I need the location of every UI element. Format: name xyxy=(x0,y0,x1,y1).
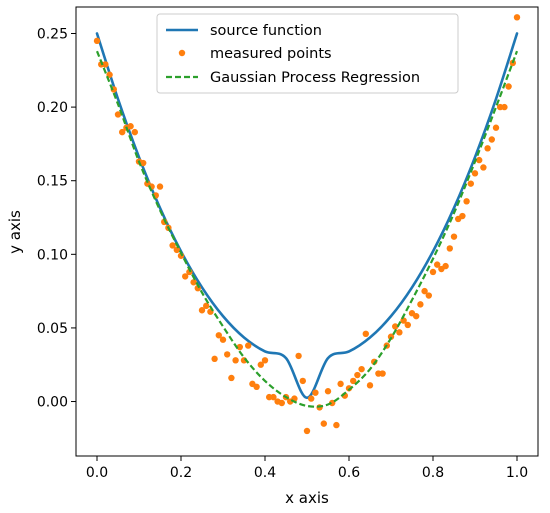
data-point-measured-points xyxy=(303,427,311,435)
data-point-measured-points xyxy=(425,292,432,299)
data-point-measured-points xyxy=(442,262,449,270)
data-point-measured-points xyxy=(429,268,437,276)
data-point-measured-points xyxy=(299,377,306,385)
data-point-measured-points xyxy=(245,342,252,349)
series-layer xyxy=(93,14,521,435)
data-point-measured-points xyxy=(228,374,235,382)
data-point-measured-points xyxy=(119,128,126,136)
data-point-measured-points xyxy=(484,145,491,152)
y-tick-label: 0.00 xyxy=(37,395,68,411)
x-tick-label: 0.8 xyxy=(422,465,444,481)
x-tick-label: 0.0 xyxy=(86,465,108,481)
y-tick-label: 0.25 xyxy=(37,26,68,42)
data-point-measured-points xyxy=(366,382,374,389)
data-point-measured-points xyxy=(308,395,315,402)
data-point-measured-points xyxy=(211,355,218,363)
legend-label-source-function: source function xyxy=(210,23,322,39)
legend-label-gaussian-process-regression: Gaussian Process Regression xyxy=(210,70,420,86)
data-point-measured-points xyxy=(219,336,227,343)
data-point-measured-points xyxy=(362,330,369,338)
data-point-measured-points xyxy=(140,159,147,167)
x-tick-label: 0.2 xyxy=(170,465,192,481)
data-point-measured-points xyxy=(190,279,197,286)
data-point-measured-points xyxy=(350,377,357,385)
series-line-source-function xyxy=(95,32,519,400)
data-point-measured-points xyxy=(404,321,411,329)
data-point-measured-points xyxy=(446,245,453,252)
data-point-measured-points xyxy=(345,385,353,392)
data-point-measured-points xyxy=(127,123,134,130)
y-axis: 0.00 0.05 0.10 0.15 0.20 0.25 xyxy=(37,26,76,411)
data-point-measured-points xyxy=(224,351,231,358)
data-point-measured-points xyxy=(329,399,336,407)
data-point-measured-points xyxy=(413,312,420,320)
data-point-measured-points xyxy=(392,323,399,330)
data-point-measured-points xyxy=(467,180,474,187)
data-point-measured-points xyxy=(215,332,222,339)
data-point-measured-points xyxy=(379,370,386,377)
series-line-gaussian-process-regression xyxy=(95,50,519,408)
legend-swatch-measured-points xyxy=(178,49,186,57)
data-point-measured-points xyxy=(93,37,101,45)
data-point-measured-points xyxy=(387,333,395,340)
data-point-measured-points xyxy=(434,261,441,268)
data-point-measured-points xyxy=(337,380,344,388)
legend: source function measured points Gaussian… xyxy=(156,13,459,94)
data-point-measured-points xyxy=(278,399,285,407)
data-point-measured-points xyxy=(459,212,466,220)
data-point-measured-points xyxy=(463,198,470,205)
data-point-measured-points xyxy=(450,233,458,240)
data-point-measured-points xyxy=(358,365,365,373)
data-point-measured-points xyxy=(421,287,428,295)
data-point-measured-points xyxy=(131,128,138,136)
data-point-measured-points xyxy=(102,61,109,68)
x-axis-label: x axis xyxy=(285,489,329,507)
data-point-measured-points xyxy=(232,357,239,364)
data-point-measured-points xyxy=(236,343,243,351)
data-point-measured-points xyxy=(513,14,521,21)
plot-area-frame xyxy=(75,6,539,457)
data-point-measured-points xyxy=(505,83,512,90)
data-point-measured-points xyxy=(156,183,164,190)
data-point-measured-points xyxy=(400,317,407,324)
data-point-measured-points xyxy=(169,242,176,249)
data-point-measured-points xyxy=(471,170,479,177)
y-tick-label: 0.15 xyxy=(37,174,68,190)
data-point-measured-points xyxy=(182,273,189,280)
data-point-measured-points xyxy=(480,164,487,171)
x-tick-label: 1.0 xyxy=(506,465,528,481)
data-point-measured-points xyxy=(396,329,403,336)
data-point-measured-points xyxy=(333,421,340,429)
data-point-measured-points xyxy=(417,301,424,308)
legend-label-measured-points: measured points xyxy=(210,46,332,62)
x-tick-label: 0.6 xyxy=(338,465,360,481)
data-point-measured-points xyxy=(295,352,302,360)
data-point-measured-points xyxy=(173,246,180,254)
x-tick-label: 0.4 xyxy=(254,465,276,481)
data-point-measured-points xyxy=(203,302,210,310)
data-point-measured-points xyxy=(261,357,269,364)
y-tick-label: 0.10 xyxy=(37,247,68,263)
data-point-measured-points xyxy=(253,383,260,391)
data-point-measured-points xyxy=(114,111,122,118)
legend-box xyxy=(156,13,459,94)
x-axis: 0.0 0.2 0.4 0.6 0.8 1.0 xyxy=(86,456,528,481)
data-point-measured-points xyxy=(270,393,277,401)
y-tick-label: 0.05 xyxy=(37,321,68,337)
y-axis-label: y axis xyxy=(6,210,24,254)
y-tick-label: 0.20 xyxy=(37,100,68,116)
data-point-measured-points xyxy=(324,388,332,395)
data-point-measured-points xyxy=(476,156,483,164)
data-point-measured-points xyxy=(257,361,264,368)
data-point-measured-points xyxy=(198,307,206,314)
data-point-measured-points xyxy=(354,371,361,379)
data-point-measured-points xyxy=(492,124,500,131)
data-point-measured-points xyxy=(312,389,319,396)
data-point-measured-points xyxy=(320,420,327,427)
data-point-measured-points xyxy=(488,136,495,143)
data-point-measured-points xyxy=(501,103,508,111)
